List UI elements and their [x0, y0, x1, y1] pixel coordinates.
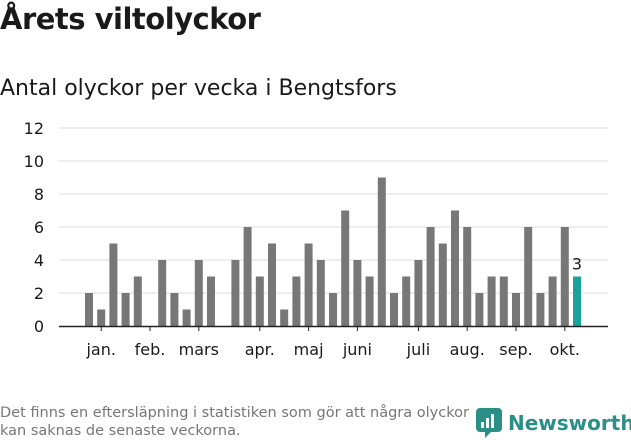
bar — [97, 309, 106, 326]
x-tick-label: sep. — [499, 340, 532, 359]
bar — [475, 293, 484, 326]
bar — [109, 243, 118, 326]
bar — [512, 293, 520, 326]
x-tick-label: jan. — [85, 340, 115, 359]
y-tick-label: 8 — [34, 185, 44, 204]
x-tick-label: okt. — [550, 340, 580, 359]
bar — [341, 210, 350, 326]
y-tick-label: 12 — [24, 119, 44, 138]
newsworthy-logo-icon — [476, 408, 502, 438]
page-title: Årets viltolyckor — [0, 2, 261, 36]
bar — [85, 293, 93, 326]
bar — [207, 276, 215, 326]
bar-highlight — [573, 276, 581, 326]
bar — [182, 309, 191, 326]
bar — [280, 309, 289, 326]
bar — [268, 243, 276, 326]
bar — [536, 293, 545, 326]
brand-name: Newsworthy — [508, 411, 631, 435]
y-tick-label: 6 — [34, 218, 44, 237]
x-tick-label: maj — [294, 340, 324, 359]
bar — [487, 276, 496, 326]
bar — [365, 276, 374, 326]
bar — [121, 293, 130, 326]
x-tick-label: juli — [406, 340, 430, 359]
bar — [292, 276, 301, 326]
bar — [426, 227, 435, 326]
bar — [499, 276, 508, 326]
bar — [463, 227, 472, 326]
y-tick-label: 2 — [34, 284, 44, 303]
x-tick-label: mars — [179, 340, 219, 359]
bar — [390, 293, 398, 326]
y-tick-label: 10 — [24, 152, 44, 171]
bar — [194, 260, 203, 326]
chart-subtitle: Antal olyckor per vecka i Bengtsfors — [0, 76, 397, 101]
x-tick-label: aug. — [450, 340, 485, 359]
bar — [170, 293, 179, 326]
bar — [548, 276, 557, 326]
data-label-latest: 3 — [572, 255, 582, 274]
x-tick-label: juni — [342, 340, 372, 359]
y-tick-label: 4 — [34, 251, 44, 270]
x-tick-label: feb. — [135, 340, 166, 359]
bar — [243, 227, 252, 326]
brand-logo: Newsworthy — [476, 408, 631, 438]
bar — [231, 260, 240, 326]
bar-chart: 0 2 4 6 8 10 12 3 jan. feb. mars apr. maj juni juli a… — [24, 119, 608, 359]
bar — [560, 227, 569, 326]
bar-series: 3 — [85, 177, 582, 326]
bar — [133, 276, 142, 326]
bar — [255, 276, 264, 326]
x-axis: jan. feb. mars apr. maj juni juli aug. sep. okt. — [59, 325, 608, 359]
bar — [377, 177, 386, 326]
y-tick-label: 0 — [34, 317, 44, 336]
bar — [158, 260, 167, 326]
bar — [524, 227, 533, 326]
bar — [353, 260, 362, 326]
bar — [329, 293, 337, 326]
bar — [438, 243, 447, 326]
y-axis-tick-labels: 0 2 4 6 8 10 12 — [24, 119, 44, 336]
x-tick-label: apr. — [245, 340, 275, 359]
bar — [304, 243, 313, 326]
bar — [316, 260, 325, 326]
bar — [451, 210, 459, 326]
bar — [402, 276, 411, 326]
bar — [414, 260, 423, 326]
footnote: Det finns en eftersläpning i statistiken… — [0, 405, 469, 439]
